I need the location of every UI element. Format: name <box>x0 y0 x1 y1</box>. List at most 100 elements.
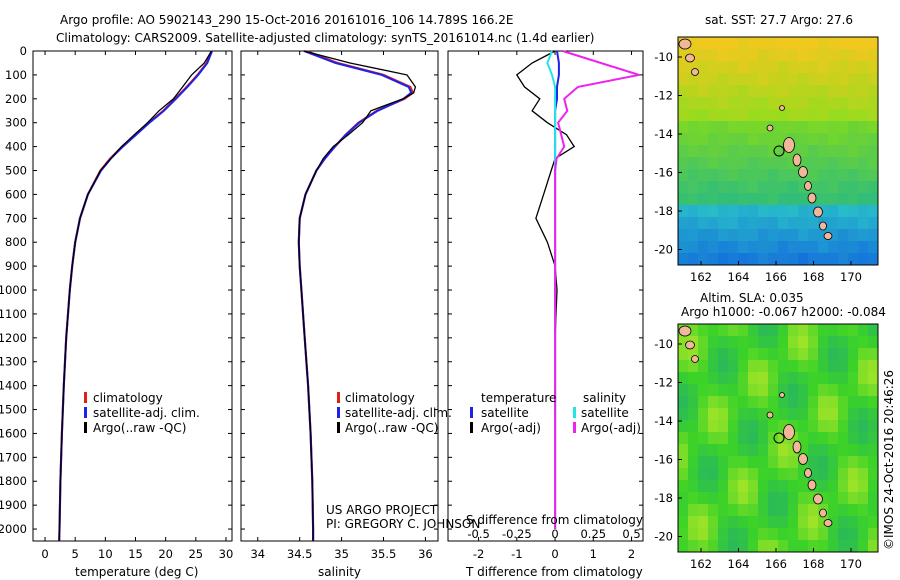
map-cell <box>718 432 729 445</box>
map-cell <box>788 73 799 86</box>
map-cell <box>808 384 819 397</box>
salinity-series <box>299 51 416 541</box>
map-cell <box>748 157 759 170</box>
map-cell <box>718 480 729 493</box>
map-cell <box>708 456 719 469</box>
map-cell <box>748 121 759 134</box>
map-cell <box>868 516 879 529</box>
map-cell <box>838 205 849 218</box>
map-cell <box>818 49 829 62</box>
map-cell <box>838 97 849 110</box>
map-cell <box>678 229 689 242</box>
map-cell <box>828 468 839 481</box>
map-cell <box>698 324 709 337</box>
map-cell <box>828 372 839 385</box>
map-cell <box>738 145 749 158</box>
map-cell <box>848 348 859 361</box>
map-cell <box>698 121 709 134</box>
map-cell <box>708 49 719 62</box>
map-cell <box>768 73 779 86</box>
map-cell <box>818 181 829 194</box>
lat-tick-label: -16 <box>654 166 673 180</box>
depth-tick-label: 1300 <box>0 355 27 369</box>
map-cell <box>738 229 749 242</box>
map-cell <box>868 444 879 457</box>
map-cell <box>758 348 769 361</box>
map-cell <box>798 396 809 409</box>
map-cell <box>758 49 769 62</box>
map-cell <box>798 408 809 421</box>
map-cell <box>858 253 869 266</box>
map-cell <box>708 73 719 86</box>
map-cell <box>768 49 779 62</box>
map-cell <box>818 109 829 122</box>
lon-tick-label: 170 <box>840 270 862 284</box>
map-cell <box>708 37 719 50</box>
map-cell <box>718 241 729 254</box>
map-cell <box>728 217 739 230</box>
map-cell <box>678 193 689 206</box>
map-cell <box>758 193 769 206</box>
map-cell <box>778 205 789 218</box>
map-cell <box>738 336 749 349</box>
map-cell <box>718 145 729 158</box>
map-cell <box>818 396 829 409</box>
map-cell <box>678 133 689 146</box>
legend-head-temperature: temperature <box>481 391 556 405</box>
map-cell <box>868 504 879 517</box>
map-cell <box>748 456 759 469</box>
map-cell <box>688 145 699 158</box>
x-tick-label: 34.5 <box>287 547 313 561</box>
map-cell <box>678 97 689 110</box>
map-cell <box>848 193 859 206</box>
map-cell <box>708 85 719 98</box>
map-cell <box>748 133 759 146</box>
island-shape <box>814 207 823 217</box>
map-cell <box>868 49 879 62</box>
map-cell <box>828 133 839 146</box>
x-tick-label: 10 <box>98 547 113 561</box>
legend-label-climatology: climatology <box>93 391 163 405</box>
map-cell <box>758 169 769 182</box>
map-cell <box>768 217 779 230</box>
map-cell <box>738 324 749 337</box>
map-cell <box>848 97 859 110</box>
map-cell <box>758 145 769 158</box>
map-cell <box>778 408 789 421</box>
map-cell <box>838 396 849 409</box>
map-cell <box>868 241 879 254</box>
map-cell <box>868 360 879 373</box>
x-top-tick-label: 0 <box>551 527 558 541</box>
map-cell <box>678 468 689 481</box>
map-cell <box>708 396 719 409</box>
map-cell <box>708 420 719 433</box>
map-cell <box>698 85 709 98</box>
salinity-axis-label: salinity <box>318 565 361 579</box>
map-cell <box>828 193 839 206</box>
map-cell <box>698 336 709 349</box>
map-cell <box>808 229 819 242</box>
map-cell <box>868 181 879 194</box>
map-cell <box>858 145 869 158</box>
map-cell <box>688 492 699 505</box>
map-cell <box>778 396 789 409</box>
map-cell <box>708 372 719 385</box>
map-cell <box>808 516 819 529</box>
map-cell <box>718 324 729 337</box>
series-salinity-argo-adj- <box>555 51 639 529</box>
map-cell <box>738 253 749 266</box>
island-shape <box>793 441 801 453</box>
map-cell <box>868 61 879 74</box>
map-cell <box>828 37 839 50</box>
map-cell <box>758 157 769 170</box>
map-cell <box>688 85 699 98</box>
map-cell <box>698 181 709 194</box>
map-cell <box>758 85 769 98</box>
map-cell <box>828 157 839 170</box>
map-cell <box>718 61 729 74</box>
map-cell <box>778 241 789 254</box>
map-cell <box>688 384 699 397</box>
map-cell <box>848 85 859 98</box>
map-cell <box>858 121 869 134</box>
map-cell <box>748 193 759 206</box>
